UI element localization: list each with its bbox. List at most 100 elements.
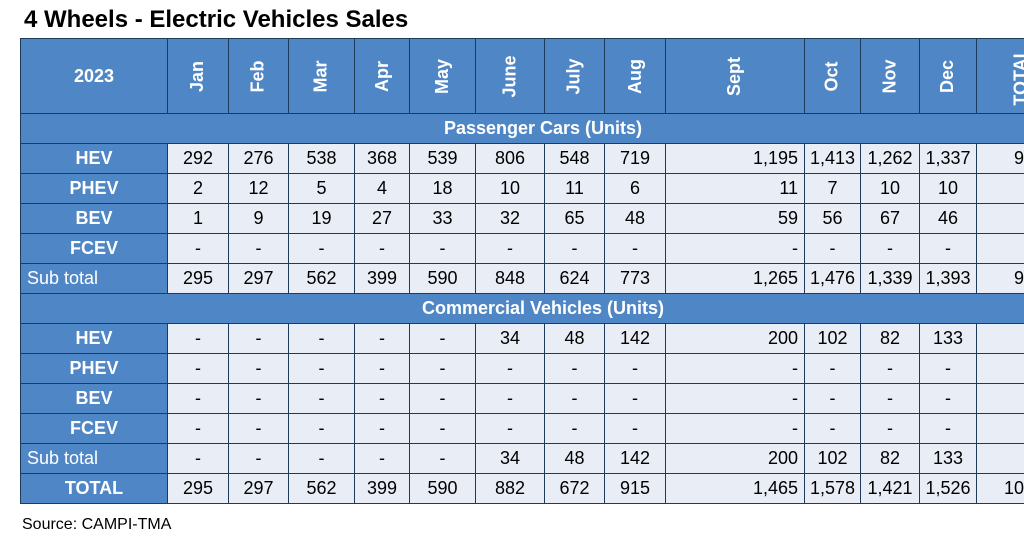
table-cell: 1,195 [665, 143, 805, 174]
table-cell: - [409, 233, 476, 264]
sales-table: 2023 Jan Feb Mar Apr May June July Aug S… [20, 38, 1024, 504]
table-cell: 82 [860, 323, 920, 354]
table-cell: - [288, 443, 355, 474]
row-label: Sub total [20, 263, 168, 294]
table-row: HEV-----344814220010282133741 [20, 323, 1024, 354]
month-header: May [409, 38, 476, 114]
table-cell: 1,421 [860, 473, 920, 504]
table-cell: 67 [860, 203, 920, 234]
table-cell: 12 [228, 173, 289, 204]
month-header: Mar [288, 38, 355, 114]
table-cell: - [354, 413, 410, 444]
table-cell: 19 [288, 203, 355, 234]
table-cell: - [919, 413, 977, 444]
table-cell: 1,265 [665, 263, 805, 294]
row-label: HEV [20, 323, 168, 354]
table-cell: - [354, 323, 410, 354]
month-header: Oct [804, 38, 861, 114]
table-cell: 48 [604, 203, 666, 234]
table-cell: 48 [544, 443, 605, 474]
table-cell: 848 [475, 263, 545, 294]
row-label: BEV [20, 203, 168, 234]
row-label: HEV [20, 143, 168, 174]
row-total-cell: 0 [976, 413, 1024, 444]
row-total-cell: 0 [976, 383, 1024, 414]
table-cell: - [354, 443, 410, 474]
table-cell: 200 [665, 323, 805, 354]
table-cell: 48 [544, 323, 605, 354]
table-cell: 368 [354, 143, 410, 174]
table-cell: - [860, 353, 920, 384]
table-cell: 1,476 [804, 263, 861, 294]
row-label: PHEV [20, 353, 168, 384]
table-cell: 5 [288, 173, 355, 204]
table-row: BEV------------0 [20, 383, 1024, 414]
table-cell: - [288, 383, 355, 414]
table-cell: 773 [604, 263, 666, 294]
table-row: HEV 292 276 538 368 539 806 548 719 1,195 1,413 1,2… [20, 143, 1024, 174]
table-cell: 1,393 [919, 263, 977, 294]
section-header-row: Commercial Vehicles (Units) [20, 293, 1024, 324]
row-label: FCEV [20, 413, 168, 444]
table-cell: 399 [354, 263, 410, 294]
table-cell: - [665, 353, 805, 384]
month-header: June [475, 38, 545, 114]
subtotal-row: Sub total-----344814220010282133741 [20, 443, 1024, 474]
section-header-row: Passenger Cars (Units) [20, 113, 1024, 144]
table-cell: 4 [354, 173, 410, 204]
table-cell: 548 [544, 143, 605, 174]
row-total-cell: 106 [976, 173, 1024, 204]
table-cell: 1,262 [860, 143, 920, 174]
table-cell: 672 [544, 473, 605, 504]
table-cell: - [544, 353, 605, 384]
table-cell: - [860, 233, 920, 264]
table-cell: 295 [167, 473, 229, 504]
table-cell: 32 [475, 203, 545, 234]
table-cell: 142 [604, 443, 666, 474]
table-cell: 2 [167, 173, 229, 204]
table-cell: - [544, 233, 605, 264]
table-cell: - [228, 443, 289, 474]
table-cell: 133 [919, 323, 977, 354]
table-cell: 1,578 [804, 473, 861, 504]
table-cell: 142 [604, 323, 666, 354]
table-cell: 562 [288, 263, 355, 294]
table-cell: - [409, 353, 476, 384]
table-cell: - [228, 383, 289, 414]
table-cell: - [804, 383, 861, 414]
table-cell: 82 [860, 443, 920, 474]
table-cell: - [409, 443, 476, 474]
table-cell: 1,465 [665, 473, 805, 504]
table-cell: 9 [228, 203, 289, 234]
table-cell: 590 [409, 263, 476, 294]
table-cell: 65 [544, 203, 605, 234]
grand-total-row: TOTAL 295 297 562 399 590 882 672 915 1,465 1,578 1… [20, 473, 1024, 504]
month-header: Jan [167, 38, 229, 114]
table-cell: 10 [919, 173, 977, 204]
table-cell: 806 [475, 143, 545, 174]
row-total-cell: 9,861 [976, 263, 1024, 294]
table-cell: - [354, 383, 410, 414]
page-title: 4 Wheels - Electric Vehicles Sales [24, 6, 409, 33]
table-body: Passenger Cars (Units) HEV 292 276 538 368 539… [20, 113, 1024, 504]
row-total-cell: 9,293 [976, 143, 1024, 174]
table-cell: 133 [919, 443, 977, 474]
table-cell: 538 [288, 143, 355, 174]
table-cell: - [167, 413, 229, 444]
table-cell: 27 [354, 203, 410, 234]
row-total-cell: 741 [976, 443, 1024, 474]
table-cell: - [665, 383, 805, 414]
table-cell: 102 [804, 323, 861, 354]
table-cell: - [228, 413, 289, 444]
table-cell: - [860, 413, 920, 444]
table-cell: 7 [804, 173, 861, 204]
table-cell: 297 [228, 263, 289, 294]
table-cell: - [604, 233, 666, 264]
table-row: PHEV2125418101161171010106 [20, 173, 1024, 204]
table-cell: - [354, 233, 410, 264]
table-cell: - [167, 443, 229, 474]
table-cell: - [665, 233, 805, 264]
row-total-cell: 10,602 [976, 473, 1024, 504]
table-cell: - [804, 233, 861, 264]
table-cell: - [288, 323, 355, 354]
